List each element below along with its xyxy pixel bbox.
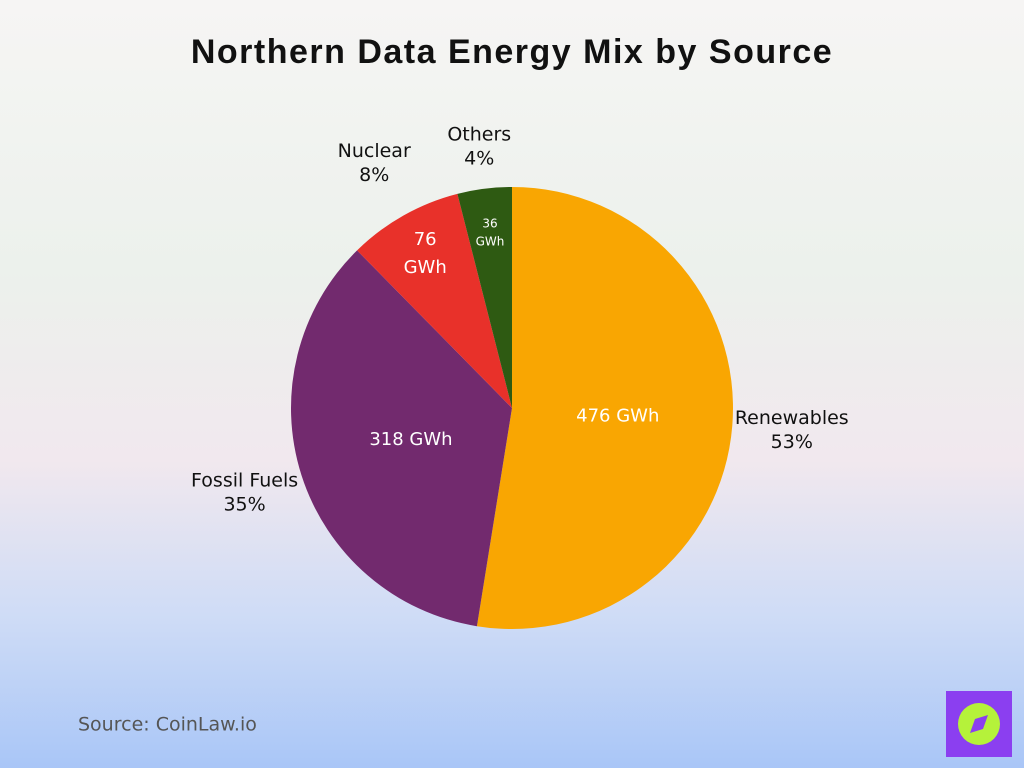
- category-label: Others: [447, 124, 511, 146]
- pie-slice: [291, 250, 512, 627]
- value-label: 36 GWh: [476, 216, 505, 248]
- category-label: Nuclear: [338, 140, 411, 162]
- value-label: 318 GWh: [369, 429, 452, 450]
- category-label: Fossil Fuels: [191, 470, 298, 492]
- percent-label: 4%: [464, 148, 494, 170]
- source-note: Source: CoinLaw.io: [78, 714, 257, 736]
- value-label: 476 GWh: [576, 405, 659, 426]
- pie-slice: [457, 187, 512, 408]
- pie-slice: [476, 187, 733, 629]
- logo: [946, 691, 1012, 757]
- percent-label: 8%: [359, 164, 389, 186]
- category-label: Renewables: [735, 407, 849, 429]
- pie-slice: [357, 193, 512, 408]
- chart-title: Northern Data Energy Mix by Source: [191, 33, 833, 71]
- value-label: 76 GWh: [404, 229, 447, 278]
- percent-label: 35%: [223, 494, 265, 516]
- percent-label: 53%: [771, 431, 813, 453]
